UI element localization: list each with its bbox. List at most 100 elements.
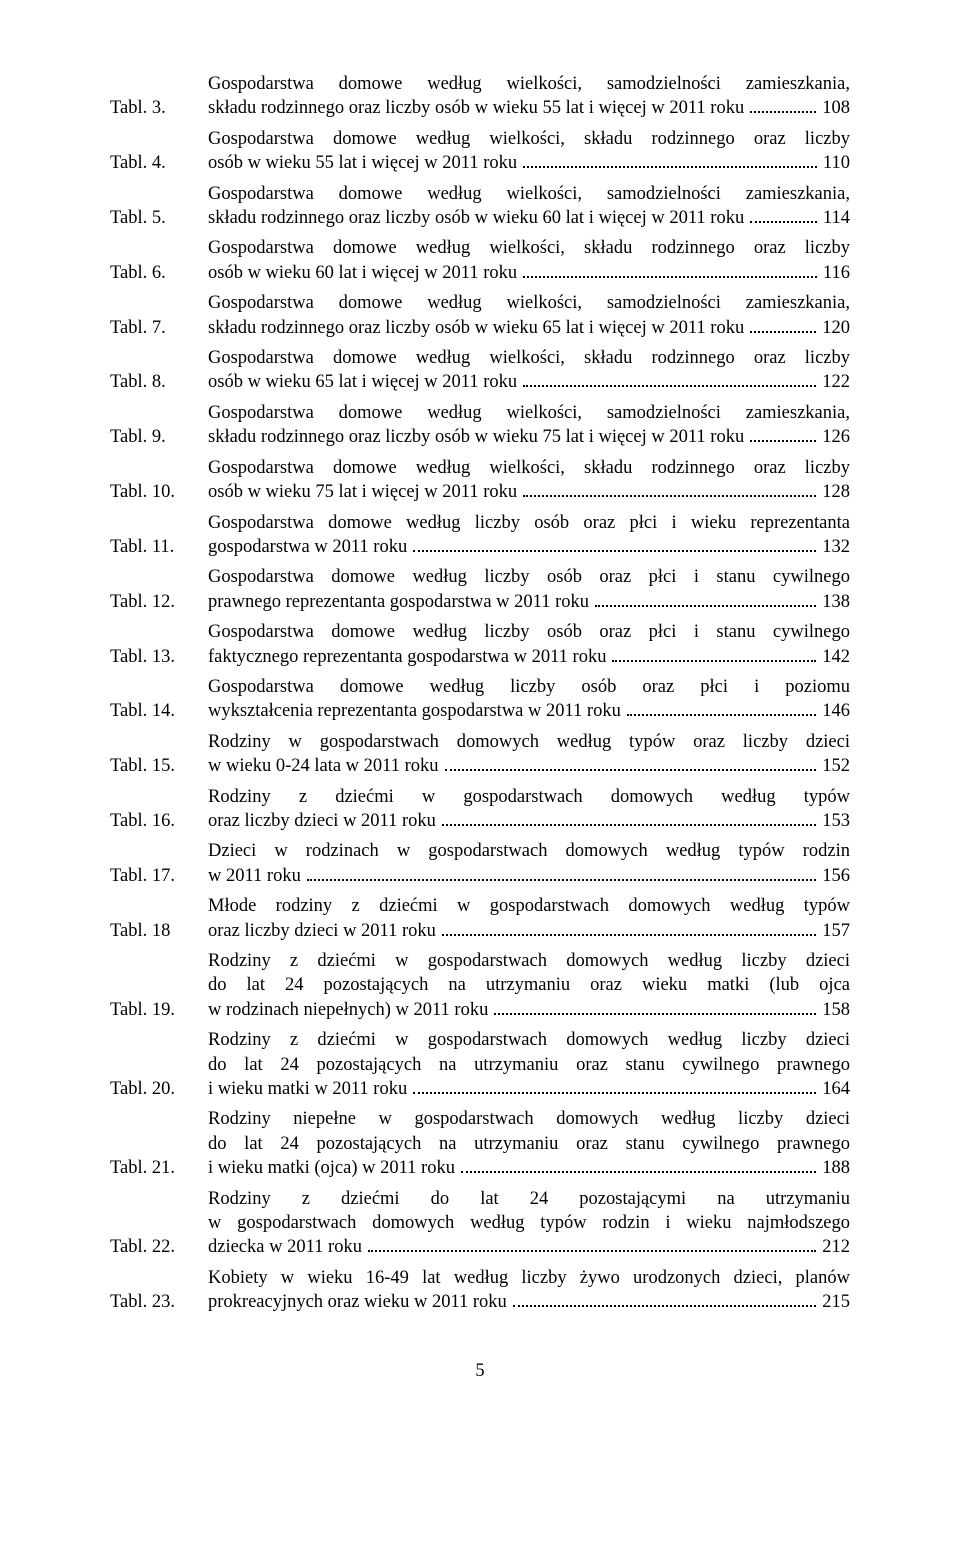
toc-tail-text: osób w wieku 75 lat i więcej w 2011 roku [208, 480, 517, 504]
toc-last-line: osób w wieku 65 lat i więcej w 2011 roku… [208, 370, 850, 394]
toc-line: Gospodarstwa domowe według wielkości, sk… [208, 456, 850, 480]
toc-label: Tabl. 9. [110, 425, 202, 449]
toc-last-line: oraz liczby dzieci w 2011 roku157 [208, 919, 850, 943]
toc-label: Tabl. 13. [110, 645, 202, 669]
toc-description: Gospodarstwa domowe według liczby osób o… [208, 511, 850, 560]
toc-dot-leader [442, 919, 816, 936]
toc-label: Tabl. 8. [110, 370, 202, 394]
toc-description: Rodziny z dziećmi w gospodarstwach domow… [208, 1028, 850, 1101]
toc-tail-text: oraz liczby dzieci w 2011 roku [208, 809, 436, 833]
toc-line: Rodziny w gospodarstwach domowych według… [208, 730, 850, 754]
toc-entry: Tabl. 14.Gospodarstwa domowe według licz… [110, 675, 850, 724]
toc-page-number: 108 [820, 96, 850, 120]
toc-description: Rodziny w gospodarstwach domowych według… [208, 730, 850, 779]
toc-dot-leader [307, 864, 816, 881]
toc-page-number: 122 [820, 370, 850, 394]
toc-label: Tabl. 5. [110, 206, 202, 230]
toc-last-line: w rodzinach niepełnych) w 2011 roku 158 [208, 998, 850, 1022]
toc-dot-leader [513, 1290, 816, 1307]
toc-dot-leader [461, 1156, 816, 1173]
toc-line: Kobiety w wieku 16-49 lat według liczby … [208, 1266, 850, 1290]
toc-line: Rodziny z dziećmi w gospodarstwach domow… [208, 949, 850, 973]
toc-description: Gospodarstwa domowe według wielkości, sk… [208, 456, 850, 505]
toc-label: Tabl. 3. [110, 96, 202, 120]
toc-line: do lat 24 pozostających na utrzymaniu or… [208, 1053, 850, 1077]
toc-entry: Tabl. 17.Dzieci w rodzinach w gospodarst… [110, 839, 850, 888]
toc-dot-leader [612, 645, 816, 662]
toc-tail-text: w wieku 0-24 lata w 2011 roku [208, 754, 439, 778]
toc-label: Tabl. 17. [110, 864, 202, 888]
toc-tail-text: składu rodzinnego oraz liczby osób w wie… [208, 206, 744, 230]
toc-page-number: 212 [820, 1235, 850, 1259]
toc-dot-leader [523, 151, 817, 168]
toc-page-number: 146 [820, 699, 850, 723]
toc-dot-leader [413, 535, 816, 552]
toc-dot-leader [445, 754, 817, 771]
toc-entry: Tabl. 10.Gospodarstwa domowe według wiel… [110, 456, 850, 505]
toc-last-line: oraz liczby dzieci w 2011 roku153 [208, 809, 850, 833]
toc-entry: Tabl. 4.Gospodarstwa domowe według wielk… [110, 127, 850, 176]
toc-label: Tabl. 20. [110, 1077, 202, 1101]
toc-tail-text: i wieku matki (ojca) w 2011 roku [208, 1156, 455, 1180]
toc-line: do lat 24 pozostających na utrzymaniu or… [208, 1132, 850, 1156]
toc-line: w gospodarstwach domowych według typów r… [208, 1211, 850, 1235]
toc-last-line: prawnego reprezentanta gospodarstwa w 20… [208, 590, 850, 614]
toc-line: Dzieci w rodzinach w gospodarstwach domo… [208, 839, 850, 863]
toc-last-line: składu rodzinnego oraz liczby osób w wie… [208, 206, 850, 230]
toc-description: Rodziny z dziećmi w gospodarstwach domow… [208, 949, 850, 1022]
toc-label: Tabl. 18 [110, 919, 202, 943]
toc-last-line: prokreacyjnych oraz wieku w 2011 roku215 [208, 1290, 850, 1314]
toc-line: Gospodarstwa domowe według liczby osób o… [208, 565, 850, 589]
toc-description: Gospodarstwa domowe według liczby osób o… [208, 565, 850, 614]
toc-label: Tabl. 14. [110, 699, 202, 723]
toc-dot-leader [413, 1077, 816, 1094]
toc-entry: Tabl. 8.Gospodarstwa domowe według wielk… [110, 346, 850, 395]
toc-tail-text: składu rodzinnego oraz liczby osób w wie… [208, 425, 744, 449]
toc-page-number: 116 [821, 261, 850, 285]
toc-page-number: 152 [820, 754, 850, 778]
toc-last-line: dziecka w 2011 roku 212 [208, 1235, 850, 1259]
toc-description: Gospodarstwa domowe według wielkości, sk… [208, 127, 850, 176]
toc-page-number: 110 [821, 151, 850, 175]
toc-line: Gospodarstwa domowe według liczby osób o… [208, 675, 850, 699]
toc-page-number: 142 [820, 645, 850, 669]
toc-last-line: osób w wieku 75 lat i więcej w 2011 roku… [208, 480, 850, 504]
toc-label: Tabl. 16. [110, 809, 202, 833]
toc-description: Rodziny z dziećmi do lat 24 pozostającym… [208, 1187, 850, 1260]
toc-tail-text: w rodzinach niepełnych) w 2011 roku [208, 998, 488, 1022]
toc-last-line: składu rodzinnego oraz liczby osób w wie… [208, 425, 850, 449]
toc-dot-leader [523, 480, 816, 497]
toc-last-line: gospodarstwa w 2011 roku132 [208, 535, 850, 559]
toc-line: Młode rodziny z dziećmi w gospodarstwach… [208, 894, 850, 918]
toc-tail-text: w 2011 roku [208, 864, 301, 888]
toc-line: Rodziny z dziećmi do lat 24 pozostającym… [208, 1187, 850, 1211]
toc-dot-leader [627, 700, 816, 717]
toc-page-number: 114 [821, 206, 850, 230]
toc-tail-text: składu rodzinnego oraz liczby osób w wie… [208, 96, 744, 120]
toc-entry: Tabl. 9.Gospodarstwa domowe według wielk… [110, 401, 850, 450]
toc-dot-leader [750, 206, 817, 223]
toc-entry: Tabl. 21.Rodziny niepełne w gospodarstwa… [110, 1107, 850, 1180]
toc-description: Gospodarstwa domowe według wielkości, sk… [208, 236, 850, 285]
toc-label: Tabl. 10. [110, 480, 202, 504]
toc-entry: Tabl. 6.Gospodarstwa domowe według wielk… [110, 236, 850, 285]
toc-entry: Tabl. 23.Kobiety w wieku 16-49 lat wedłu… [110, 1266, 850, 1315]
toc-last-line: w 2011 roku156 [208, 864, 850, 888]
toc-label: Tabl. 15. [110, 754, 202, 778]
toc-page-number: 126 [820, 425, 850, 449]
toc-entry: Tabl. 3.Gospodarstwa domowe według wielk… [110, 72, 850, 121]
toc-entry: Tabl. 15.Rodziny w gospodarstwach domowy… [110, 730, 850, 779]
toc-entry: Tabl. 11.Gospodarstwa domowe według licz… [110, 511, 850, 560]
toc-description: Gospodarstwa domowe według wielkości, sa… [208, 72, 850, 121]
toc-description: Kobiety w wieku 16-49 lat według liczby … [208, 1266, 850, 1315]
toc-tail-text: osób w wieku 65 lat i więcej w 2011 roku [208, 370, 517, 394]
toc-page-number: 188 [820, 1156, 850, 1180]
toc-last-line: i wieku matki w 2011 roku164 [208, 1077, 850, 1101]
toc-label: Tabl. 6. [110, 261, 202, 285]
toc-last-line: w wieku 0-24 lata w 2011 roku 152 [208, 754, 850, 778]
toc-tail-text: dziecka w 2011 roku [208, 1235, 362, 1259]
toc-dot-leader [523, 371, 816, 388]
toc-dot-leader [595, 590, 816, 607]
toc-entry: Tabl. 16.Rodziny z dziećmi w gospodarstw… [110, 785, 850, 834]
toc-page-number: 158 [820, 998, 850, 1022]
